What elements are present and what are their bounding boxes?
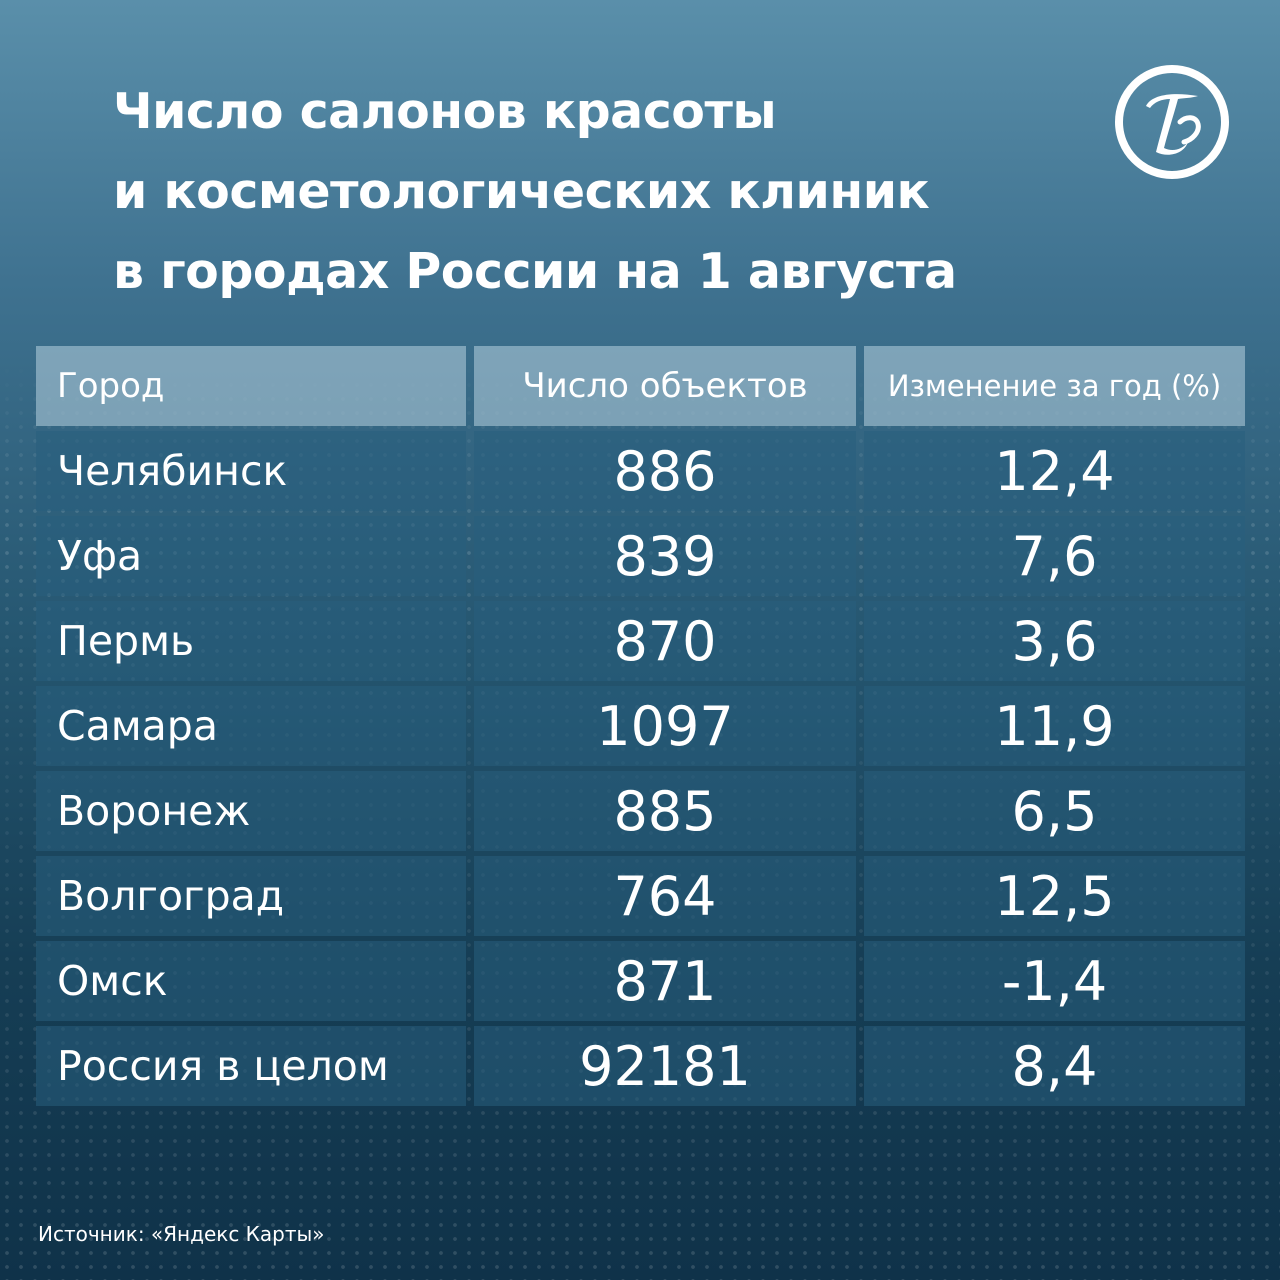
table-row: Уфа 839 7,6 — [36, 516, 1245, 596]
city-cell: Волгоград — [36, 856, 466, 936]
title-line-1: Число салонов красоты — [113, 83, 777, 140]
change-cell: 6,5 — [864, 771, 1245, 851]
column-header-city: Город — [36, 346, 466, 426]
city-cell: Пермь — [36, 601, 466, 681]
table-row: Волгоград 764 12,5 — [36, 856, 1245, 936]
table-row: Пермь 870 3,6 — [36, 601, 1245, 681]
table-header-row: Город Число объектов Изменение за год (%… — [36, 346, 1245, 426]
count-cell: 839 — [474, 516, 856, 596]
table-row: Челябинск 886 12,4 — [36, 431, 1245, 511]
change-cell: 12,5 — [864, 856, 1245, 936]
change-cell: 11,9 — [864, 686, 1245, 766]
city-cell: Уфа — [36, 516, 466, 596]
publisher-monogram-icon — [1112, 62, 1232, 182]
source-note: Источник: «Яндекс Карты» — [38, 1222, 325, 1246]
title-line-3: в городах России на 1 августа — [113, 243, 957, 300]
change-cell: 8,4 — [864, 1026, 1245, 1106]
city-cell: Самара — [36, 686, 466, 766]
chart-title: Число салонов красоты и косметологически… — [113, 72, 1073, 312]
count-cell: 1097 — [474, 686, 856, 766]
change-cell: 3,6 — [864, 601, 1245, 681]
count-cell: 870 — [474, 601, 856, 681]
count-cell: 871 — [474, 941, 856, 1021]
count-cell: 885 — [474, 771, 856, 851]
table-row: Воронеж 885 6,5 — [36, 771, 1245, 851]
table-row: Омск 871 -1,4 — [36, 941, 1245, 1021]
change-cell: 7,6 — [864, 516, 1245, 596]
city-cell: Челябинск — [36, 431, 466, 511]
count-cell: 886 — [474, 431, 856, 511]
column-header-count: Число объектов — [474, 346, 856, 426]
data-table: Город Число объектов Изменение за год (%… — [36, 346, 1245, 1111]
count-cell: 764 — [474, 856, 856, 936]
table-row: Россия в целом 92181 8,4 — [36, 1026, 1245, 1106]
title-line-2: и косметологических клиник — [113, 163, 930, 220]
change-cell: -1,4 — [864, 941, 1245, 1021]
city-cell: Омск — [36, 941, 466, 1021]
city-cell: Россия в целом — [36, 1026, 466, 1106]
city-cell: Воронеж — [36, 771, 466, 851]
table-row: Самара 1097 11,9 — [36, 686, 1245, 766]
change-cell: 12,4 — [864, 431, 1245, 511]
column-header-change: Изменение за год (%) — [864, 346, 1245, 426]
count-cell: 92181 — [474, 1026, 856, 1106]
